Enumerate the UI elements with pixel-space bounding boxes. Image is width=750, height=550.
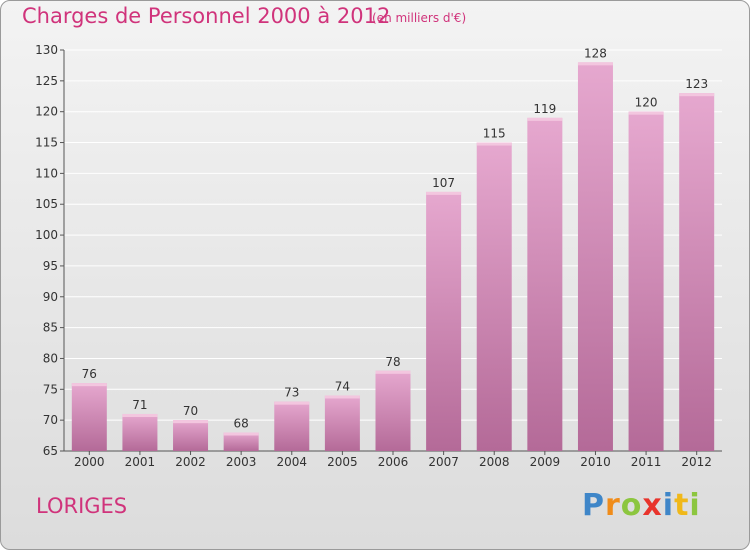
bar-top <box>426 191 462 195</box>
x-tick-label: 2001 <box>125 455 156 469</box>
bar-top <box>577 62 613 66</box>
logo-letter: P <box>582 488 605 523</box>
chart-title: Charges de Personnel 2000 à 2012 <box>22 4 391 28</box>
y-tick-label: 65 <box>43 444 58 458</box>
data-label: 68 <box>234 416 249 430</box>
bar-top <box>122 413 158 417</box>
chart-subtitle: (en milliers d'€) <box>372 11 467 25</box>
y-tick-label: 100 <box>35 228 58 242</box>
bar <box>71 383 107 451</box>
x-tick-label: 2004 <box>276 455 307 469</box>
bar-top <box>527 117 563 121</box>
x-tick-label: 2003 <box>226 455 257 469</box>
bar <box>628 111 664 451</box>
bar-top <box>679 93 715 97</box>
data-label: 107 <box>432 176 455 190</box>
x-tick-label: 2005 <box>327 455 358 469</box>
data-label: 78 <box>385 355 400 369</box>
x-tick-label: 2006 <box>378 455 409 469</box>
y-tick-label: 130 <box>35 43 58 57</box>
y-tick-label: 75 <box>43 382 58 396</box>
bar-top <box>223 432 259 436</box>
data-label: 115 <box>483 127 506 141</box>
bar <box>122 413 158 451</box>
data-label: 128 <box>584 46 607 60</box>
location-name: LORIGES <box>36 494 128 518</box>
bar-top <box>274 401 310 405</box>
y-tick-label: 70 <box>43 413 58 427</box>
x-tick-label: 2011 <box>631 455 662 469</box>
proxiti-logo: Proxiti <box>582 488 701 523</box>
bar <box>375 370 411 451</box>
data-label: 70 <box>183 404 198 418</box>
x-tick-label: 2000 <box>74 455 105 469</box>
logo-letter: o <box>620 488 643 523</box>
bar <box>274 401 310 451</box>
bar <box>324 395 360 451</box>
bar-top <box>71 383 107 387</box>
bar-top <box>375 370 411 374</box>
y-tick-label: 95 <box>43 259 58 273</box>
bar <box>679 93 715 451</box>
x-tick-label: 2012 <box>681 455 712 469</box>
bar-top <box>628 111 664 115</box>
bar <box>577 62 613 451</box>
bar <box>223 432 259 451</box>
bar <box>476 142 512 452</box>
bar-layer <box>71 62 715 452</box>
data-label: 74 <box>335 379 350 393</box>
data-label: 120 <box>635 96 658 110</box>
data-label: 123 <box>685 77 708 91</box>
y-tick-label: 115 <box>35 136 58 150</box>
bar-top <box>324 395 360 399</box>
logo-letter: i <box>662 488 675 523</box>
y-tick-label: 125 <box>35 74 58 88</box>
bar <box>527 117 563 451</box>
data-label: 119 <box>533 102 556 116</box>
x-tick-label: 2002 <box>175 455 206 469</box>
y-tick-label: 80 <box>43 351 58 365</box>
y-tick-label: 85 <box>43 321 58 335</box>
data-label: 71 <box>132 398 147 412</box>
bar-top <box>476 142 512 146</box>
y-tick-label: 105 <box>35 197 58 211</box>
x-tick-label: 2007 <box>428 455 459 469</box>
logo-letter: i <box>689 488 701 523</box>
y-tick-label: 90 <box>43 290 58 304</box>
x-tick-label: 2009 <box>530 455 561 469</box>
data-label: 73 <box>284 386 299 400</box>
x-tick-label: 2008 <box>479 455 510 469</box>
logo-letter: r <box>605 488 621 523</box>
y-tick-label: 120 <box>35 105 58 119</box>
label-layer: 2000 76 2001 71 2002 70 2003 68 2004 73 2005 74 2006… <box>74 46 712 469</box>
bar <box>426 191 462 451</box>
data-label: 76 <box>82 367 97 381</box>
x-tick-label: 2010 <box>580 455 611 469</box>
y-tick-label: 110 <box>35 166 58 180</box>
bar <box>173 420 209 451</box>
logo-letter: x <box>642 488 663 523</box>
bar-top <box>173 420 209 424</box>
logo-letter: t <box>674 488 690 523</box>
